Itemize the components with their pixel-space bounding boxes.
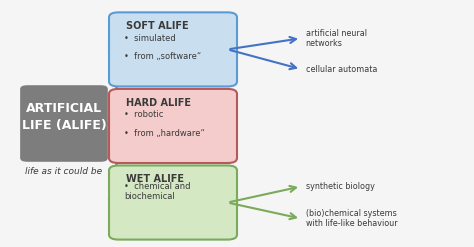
Text: SOFT ALIFE: SOFT ALIFE [126, 21, 188, 31]
Text: •  from „software“: • from „software“ [124, 52, 201, 61]
Text: •  robotic: • robotic [124, 110, 164, 119]
Text: (bio)chemical systems
with life-like behaviour: (bio)chemical systems with life-like beh… [306, 209, 397, 228]
Text: artificial neural
networks: artificial neural networks [306, 29, 367, 48]
Text: cellular automata: cellular automata [306, 65, 377, 74]
Text: •  simulated: • simulated [124, 34, 176, 43]
Text: HARD ALIFE: HARD ALIFE [126, 98, 191, 107]
Text: life as it could be: life as it could be [26, 167, 102, 176]
Text: •  from „hardware“: • from „hardware“ [124, 129, 205, 138]
Text: •  chemical and
biochemical: • chemical and biochemical [124, 182, 191, 201]
FancyBboxPatch shape [109, 89, 237, 163]
Text: ARTIFICIAL
LIFE (ALIFE): ARTIFICIAL LIFE (ALIFE) [22, 102, 106, 132]
Text: synthetic biology: synthetic biology [306, 182, 374, 191]
Text: WET ALIFE: WET ALIFE [126, 174, 183, 184]
FancyBboxPatch shape [109, 165, 237, 240]
FancyBboxPatch shape [109, 12, 237, 86]
FancyBboxPatch shape [20, 85, 108, 162]
